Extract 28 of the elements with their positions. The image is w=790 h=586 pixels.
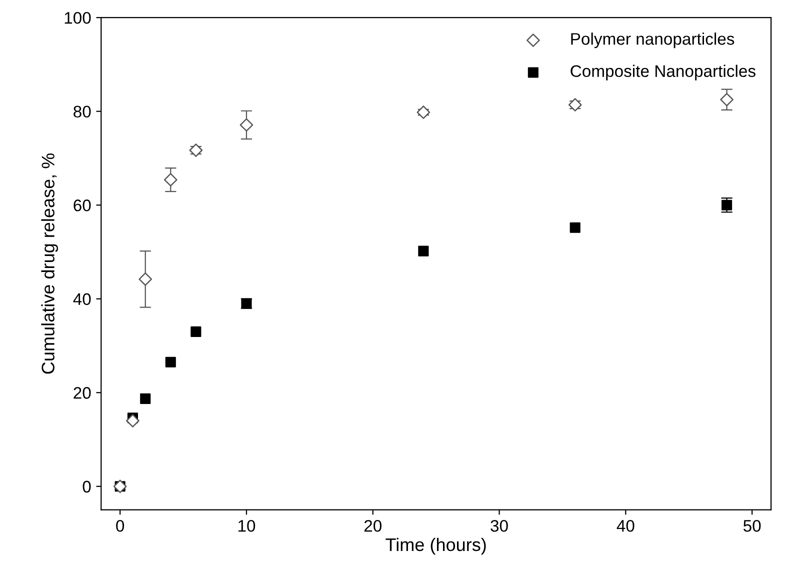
point [418, 246, 429, 256]
point [165, 356, 176, 368]
x-tick-label: 40 [616, 520, 634, 532]
y-tick-label: 0 [82, 480, 91, 493]
y-tick-label: 40 [73, 293, 91, 306]
point [140, 393, 151, 404]
point [720, 92, 734, 106]
x-axis-title: Time (hours) [386, 538, 486, 555]
x-tick-label: 0 [116, 520, 124, 532]
point [416, 106, 430, 119]
point [164, 173, 178, 186]
x-tick-label: 20 [364, 520, 382, 532]
legend-label: Polymer nanoparticles [571, 32, 734, 48]
point [240, 118, 254, 132]
y-tick-label: 80 [74, 106, 91, 118]
y-tick-label: 20 [74, 387, 91, 399]
point [138, 272, 152, 286]
y-tick-label: 60 [74, 200, 91, 212]
x-tick-label: 30 [490, 520, 508, 532]
x-tick-label: 10 [238, 520, 256, 532]
y-axis-title: Cumulative drug release, % [41, 153, 58, 374]
x-tick-label: 50 [743, 520, 761, 532]
legend-label: Composite Nanoparticles [570, 64, 756, 80]
point [126, 414, 140, 428]
point [722, 200, 732, 210]
point [570, 222, 580, 233]
y-tick-label: 100 [64, 12, 91, 24]
point [190, 326, 202, 337]
